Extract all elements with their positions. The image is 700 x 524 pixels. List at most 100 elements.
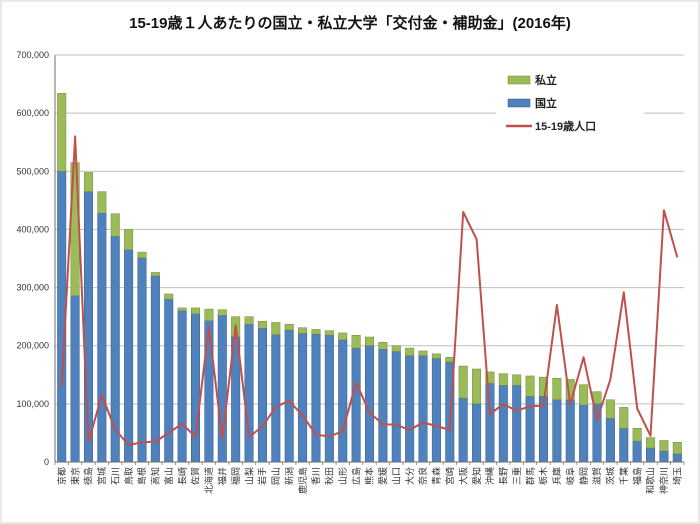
x-label-栃木: 栃木 [538,467,549,485]
bar-private-徳島 [83,172,93,192]
x-label-福井: 福井 [216,467,227,485]
x-label-千葉: 千葉 [618,467,629,485]
bar-private-石川 [110,213,120,237]
bar-private-岡山 [271,322,281,335]
bar-national-秋田 [324,334,334,463]
bar-national-東京 [70,295,80,463]
x-label-山口: 山口 [391,467,401,485]
bar-national-奈良 [418,355,428,463]
x-label-岩手: 岩手 [257,467,268,485]
bar-national-茨城 [605,418,615,463]
y-tick-label: 0 [44,457,49,467]
bar-national-鹿児島 [298,333,308,463]
bar-national-岩手 [257,328,267,463]
bar-national-愛媛 [378,348,388,463]
legend-swatch-national [507,98,531,108]
bar-national-広島 [351,347,361,463]
legend-label-population: 15-19歳人口 [535,119,596,133]
y-tick-label: 100,000 [16,399,49,409]
x-label-群馬: 群馬 [524,467,535,485]
legend-swatch-private [507,75,531,85]
bar-private-熊本 [365,336,374,346]
x-label-秋田: 秋田 [324,467,335,485]
x-label-香川: 香川 [311,467,321,485]
x-label-愛知: 愛知 [471,467,482,485]
x-label-兵庫: 兵庫 [551,467,562,485]
bar-private-千葉 [619,407,629,429]
x-label-大阪: 大阪 [457,467,468,485]
legend-label-private: 私立 [535,73,557,87]
x-label-鹿児島: 鹿児島 [297,467,308,494]
x-label-愛媛: 愛媛 [377,467,388,485]
bar-national-大阪 [458,397,468,463]
x-label-岡山: 岡山 [271,467,281,485]
bar-national-青森 [431,358,441,463]
bar-national-岡山 [271,334,281,463]
bar-private-長崎 [177,307,187,312]
bar-private-新潟 [284,323,294,331]
bar-national-兵庫 [552,399,562,463]
bar-national-鳥取 [124,249,134,463]
bar-private-山形 [338,332,348,341]
x-label-岐阜: 岐阜 [564,467,575,485]
x-label-三重: 三重 [511,467,522,485]
x-label-高知: 高知 [150,467,161,485]
chart-title: 15-19歳１人あたりの国立・私立大学「交付金・補助金」(2016年) [129,15,571,32]
bar-national-高知 [150,275,160,463]
bar-national-千葉 [619,428,629,463]
bar-private-高知 [150,272,160,277]
bar-national-岐阜 [565,399,575,463]
x-label-埼玉: 埼玉 [672,467,683,485]
x-label-東京: 東京 [69,467,80,485]
x-label-宮崎: 宮崎 [444,467,455,485]
x-label-佐賀: 佐賀 [190,467,201,485]
x-label-神奈川: 神奈川 [658,467,669,494]
bar-national-新潟 [284,329,294,463]
bar-private-兵庫 [552,378,562,401]
bar-private-富山 [164,293,174,300]
legend-label-national: 国立 [535,96,557,110]
x-label-茨城: 茨城 [605,467,616,485]
bar-national-静岡 [579,404,589,463]
bar-private-宮城 [97,191,107,214]
bar-private-大分 [405,347,415,356]
bar-national-福島 [632,440,642,463]
bar-private-鹿児島 [298,327,308,334]
y-tick-label: 400,000 [16,224,49,234]
bar-private-広島 [351,334,361,349]
bar-national-長野 [498,385,508,463]
bar-national-福井 [217,315,227,463]
bar-private-青森 [431,353,441,359]
x-label-広島: 広島 [350,467,361,485]
x-label-島根: 島根 [136,467,147,485]
bar-private-福島 [632,428,642,442]
x-label-福岡: 福岡 [230,467,241,485]
x-label-福島: 福島 [631,467,642,485]
x-label-奈良: 奈良 [417,467,428,485]
x-label-山梨: 山梨 [243,467,254,485]
bar-private-埼玉 [672,441,682,455]
x-label-富山: 富山 [163,467,174,485]
bar-national-北海道 [204,320,214,463]
x-label-長野: 長野 [499,467,509,485]
x-label-和歌山: 和歌山 [645,467,656,494]
x-label-滋賀: 滋賀 [591,467,602,485]
x-label-北海道: 北海道 [203,467,214,494]
bar-private-沖縄 [485,371,495,384]
bar-private-神奈川 [659,440,669,452]
bar-national-山形 [338,339,348,463]
bar-private-秋田 [324,330,334,336]
bar-private-静岡 [579,384,589,406]
bar-national-神奈川 [659,450,669,463]
bar-private-北海道 [204,308,214,321]
bar-private-福井 [217,309,227,316]
bar-private-大阪 [458,365,468,399]
x-label-石川: 石川 [110,467,120,485]
bar-national-山梨 [244,323,254,463]
y-tick-label: 300,000 [16,283,49,293]
y-tick-label: 500,000 [16,166,49,176]
bar-private-山口 [391,345,401,352]
population-line [60,135,679,447]
